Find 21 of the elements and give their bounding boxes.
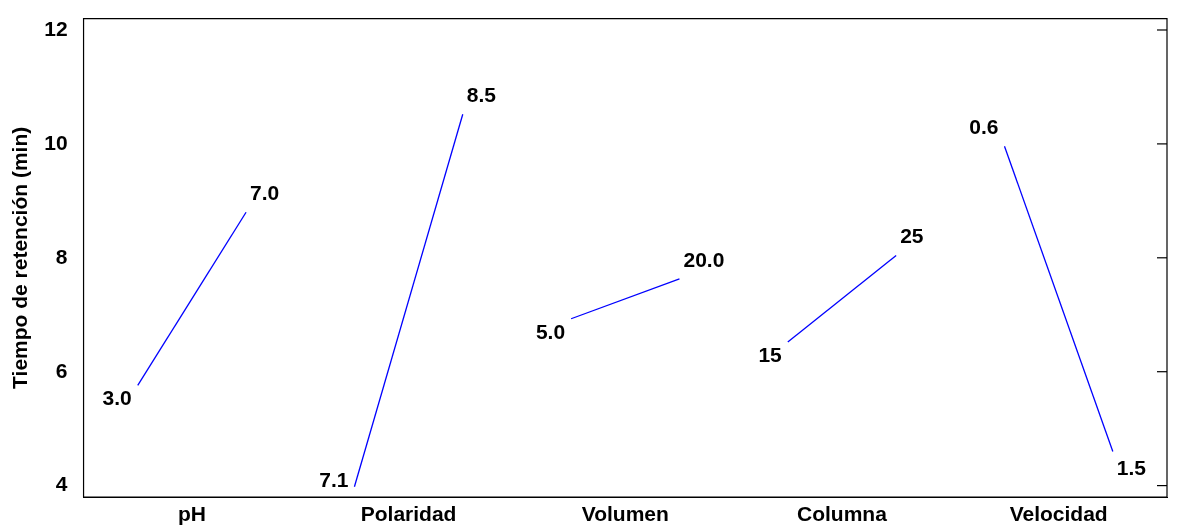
x-tick-label: 3.0 (102, 386, 132, 410)
text: pH (177, 502, 206, 526)
x-tick-label: 1.5 (1116, 456, 1147, 480)
x-tick-label: 8.5 (466, 83, 497, 107)
text: Columna (797, 502, 888, 526)
y-tick-label: 8 (55, 244, 68, 268)
x-tick-label: 25 (900, 224, 924, 248)
text: Velocidad (1009, 502, 1108, 526)
y-tick-label: 4 (55, 472, 68, 496)
y-tick-label: 10 (44, 130, 68, 154)
x-tick-label: 20.0 (683, 247, 725, 271)
x-tick-label: 5.0 (535, 319, 566, 343)
y-tick-label: 12 (44, 16, 68, 40)
y-axis-title: Tiempo de retención (min) (8, 126, 32, 389)
text: Volumen (581, 502, 669, 526)
x-tick-label: 7.0 (250, 181, 280, 205)
x-tick-label: 7.1 (319, 467, 349, 491)
text: Polaridad (360, 502, 457, 526)
y-tick-label: 6 (55, 358, 68, 382)
x-tick-label: 0.6 (969, 114, 999, 138)
x-tick-label: 15 (758, 342, 783, 366)
